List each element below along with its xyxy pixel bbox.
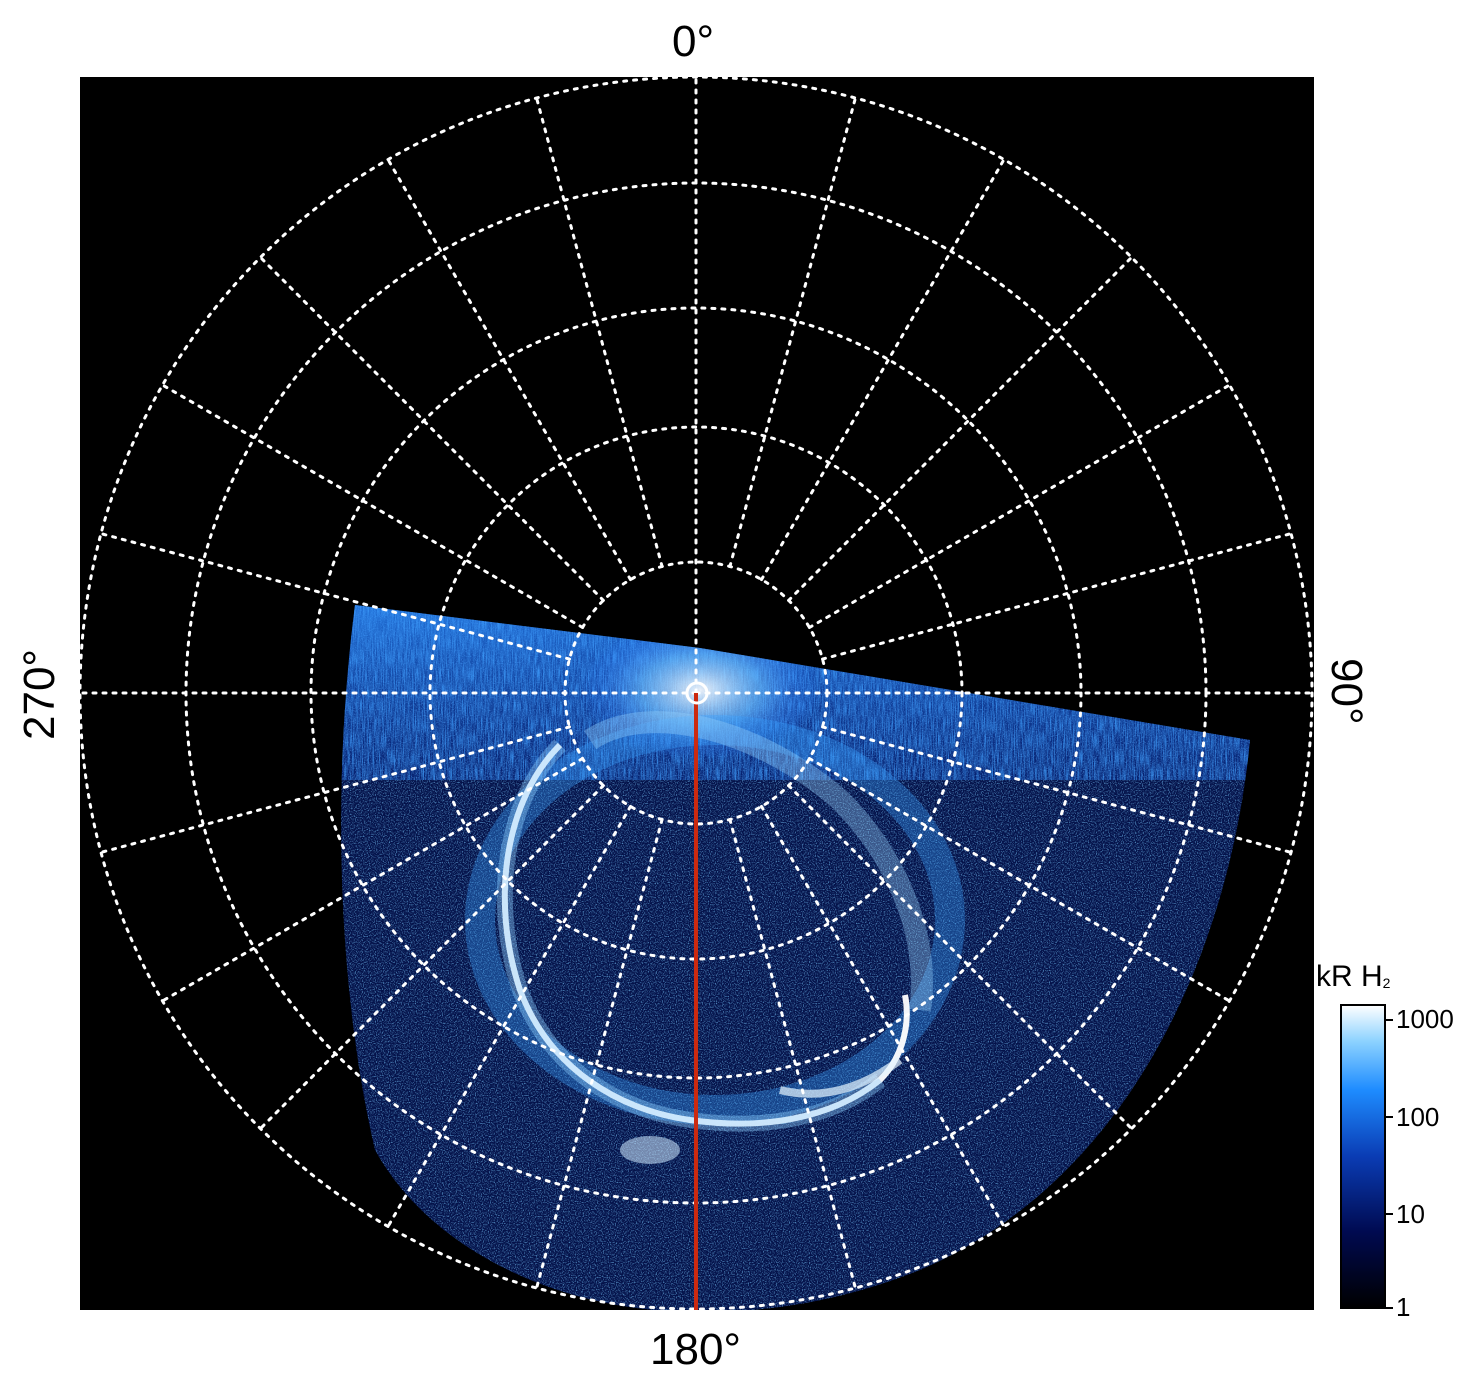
meridian-grid-line (807, 757, 1231, 1003)
colorbar-tick-label: 10 (1396, 1199, 1425, 1229)
longitude-label-0: 0° (672, 17, 715, 66)
longitude-label-90: 90° (1322, 658, 1371, 725)
meridian-grid-line (821, 725, 1293, 854)
meridian-grid-line (787, 784, 1134, 1131)
colorbar-ticks (1385, 1019, 1393, 1309)
meridian-grid-line (787, 255, 1134, 602)
meridian-grid-line (99, 725, 571, 854)
colorbar-title-text: kR H (1316, 960, 1383, 993)
meridian-grid-line (386, 158, 632, 582)
meridian-grid-line (258, 784, 605, 1131)
meridian-grid-line (386, 804, 632, 1228)
meridian-grid-line (161, 383, 585, 629)
colorbar-title: kR H2 (1316, 960, 1390, 994)
meridian-grid-line (760, 804, 1006, 1228)
meridian-grid-line (535, 818, 664, 1290)
colorbar-tick-label: 1 (1396, 1292, 1411, 1322)
meridian-grid-line (728, 96, 857, 568)
colorbar-tick-label: 100 (1396, 1102, 1440, 1132)
meridian-grid-line (161, 757, 585, 1003)
colorbar-tick-label: 1000 (1396, 1004, 1454, 1034)
auroral-oval-diffuse (465, 715, 965, 1125)
longitude-label-180: 180° (650, 1325, 742, 1374)
pole-marker (685, 681, 709, 705)
meridian-grid-line (258, 255, 605, 602)
colorbar-title-subscript: 2 (1382, 975, 1391, 991)
meridian-grid-line (535, 96, 664, 568)
colorbar (1340, 1004, 1386, 1309)
meridian-grid-line (760, 158, 1006, 582)
meridian-grid-line (728, 818, 857, 1290)
meridian-grid-line (821, 532, 1293, 661)
longitude-label-270: 270° (15, 648, 64, 740)
meridian-grid-line (807, 383, 1231, 629)
meridian-grid-line (99, 532, 571, 661)
